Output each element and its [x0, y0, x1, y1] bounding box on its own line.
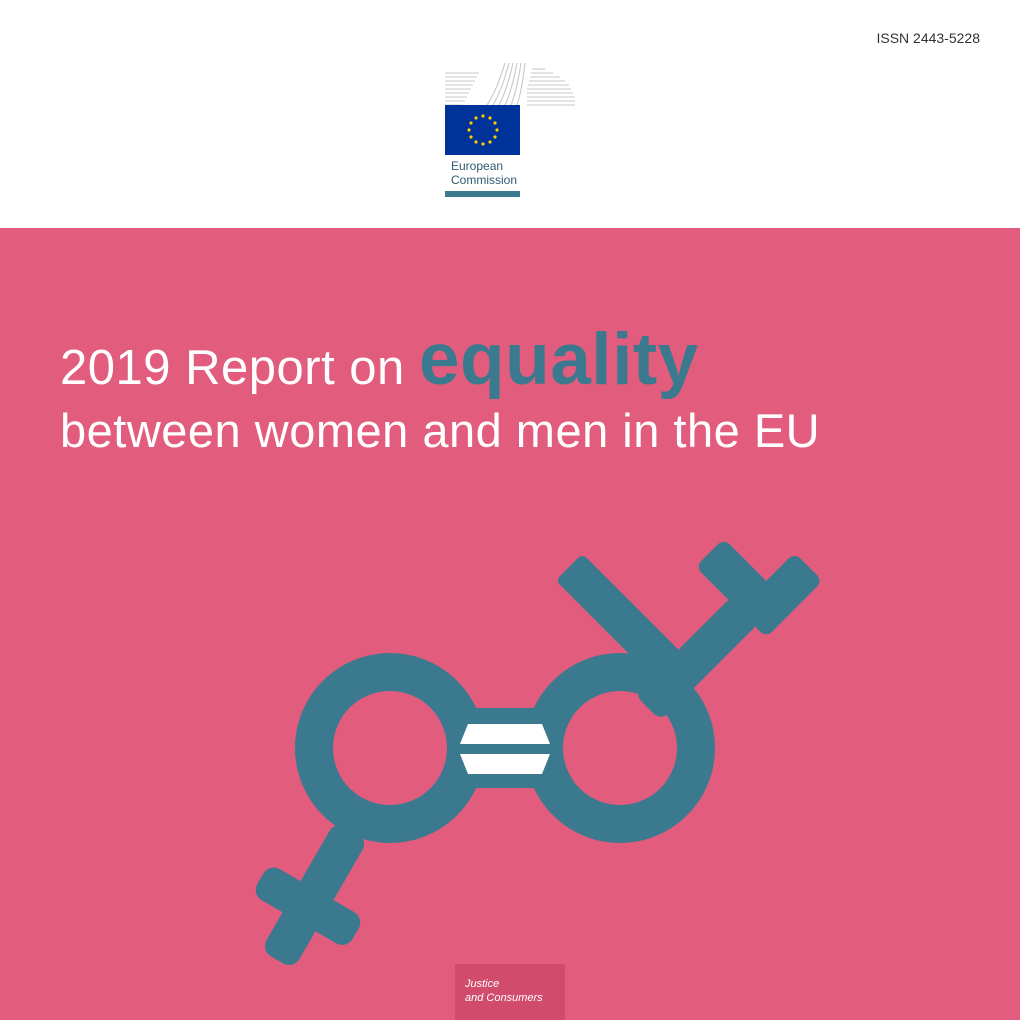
ec-underline [445, 191, 520, 197]
gender-equality-icon [200, 508, 820, 988]
title-prefix: 2019 Report on [60, 341, 419, 395]
main-panel: 2019 Report on equality between women an… [0, 228, 1020, 1020]
department-badge: Justice and Consumers [455, 964, 565, 1020]
top-banner: ISSN 2443-5228 [0, 0, 1020, 228]
dept-line1: Justice [465, 978, 565, 992]
ec-org-line1: European [451, 160, 514, 174]
eu-flag-icon [445, 105, 520, 155]
ec-org-line2: Commission [451, 174, 514, 188]
title-emphasis: equality [419, 319, 699, 400]
issn-label: ISSN 2443-5228 [876, 30, 980, 46]
ec-logo: European Commission [445, 55, 575, 197]
title-line1: 2019 Report on equality [60, 318, 960, 401]
ec-org-label: European Commission [445, 155, 520, 191]
title-line2: between women and men in the EU [60, 403, 960, 458]
ec-building-icon [445, 55, 575, 110]
dept-line2: and Consumers [465, 992, 565, 1006]
title-block: 2019 Report on equality between women an… [60, 318, 960, 458]
